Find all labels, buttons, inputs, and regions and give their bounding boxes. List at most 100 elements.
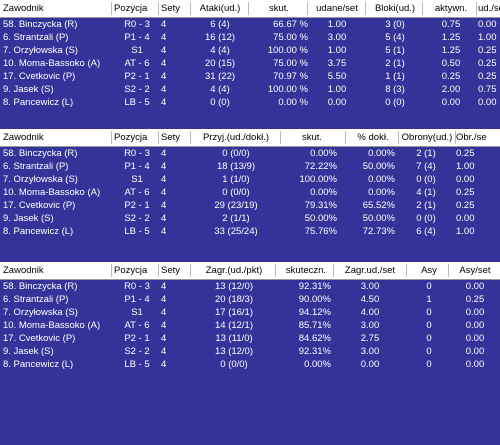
cell-ataki-ud: 0 (0)	[210, 97, 230, 108]
cell-skut: 100.00 %	[267, 45, 308, 56]
cell-zawodnik: 9. Jasek (S)	[3, 346, 54, 357]
column-header-pozycja[interactable]: Pozycja	[114, 265, 148, 276]
cell-asy: 0	[426, 307, 432, 318]
column-divider[interactable]	[190, 2, 191, 15]
cell-sety: 4	[161, 333, 167, 344]
table-row[interactable]: 6. Strantzali (P) P1 - 4 4 20 (18/3) 90.00% 4…	[0, 293, 500, 306]
table-row[interactable]: 6. Strantzali (P) P1 - 4 4 18 (13/9) 72.22% 5…	[0, 160, 500, 173]
table-row[interactable]: 17. Cvetkovic (P) P2 - 1 4 31 (22) 70.97 % 5.…	[0, 70, 500, 83]
cell-skut: 100.00%	[299, 174, 337, 185]
column-header-aktywn[interactable]: aktywn.	[434, 3, 468, 14]
column-header-skuteczn[interactable]: skuteczn.	[285, 265, 327, 276]
cell-zagr-ud-pkt: 13 (12/0)	[214, 281, 254, 292]
table-row[interactable]: 58. Binczycka (R) R0 - 3 4 13 (12/0) 92.31% 3…	[0, 280, 500, 293]
column-divider[interactable]	[158, 2, 159, 15]
cell-pozycja: S1	[131, 307, 143, 318]
cell-asy-set: 0.00	[465, 281, 485, 292]
table-row[interactable]: 8. Pancewicz (L) LB - 5 4 33 (25/24) 75.76% 7…	[0, 225, 500, 238]
cell-skuteczn: 85.71%	[298, 320, 331, 331]
table-row[interactable]: 7. Orzyłowska (S) S1 4 1 (1/0) 100.00% 0.00% 0…	[0, 173, 500, 186]
table-row[interactable]: 8. Pancewicz (L) LB - 5 4 0 (0) 0.00 % 0.00 0 …	[0, 96, 500, 109]
cell-skut: 66.67 %	[273, 19, 308, 30]
cell-pozycja: S1	[131, 45, 143, 56]
cell-pozycja: LB - 5	[124, 359, 150, 370]
cell-pozycja: P2 - 1	[124, 200, 150, 211]
column-divider[interactable]	[455, 131, 456, 144]
cell-pozycja: AT - 6	[124, 187, 150, 198]
column-header-zawodnik[interactable]: Zawodnik	[3, 3, 44, 14]
cell-udane-set: 1.00	[327, 19, 347, 30]
table-row[interactable]: 58. Binczycka (R) R0 - 3 4 6 (4) 66.67 % 1.00…	[0, 18, 500, 31]
column-header-skut[interactable]: skut.	[268, 3, 290, 14]
column-divider[interactable]	[365, 2, 366, 15]
column-divider[interactable]	[307, 2, 308, 15]
serve-table: Zawodnik Pozycja Sety Zagr.(ud./pkt) skutecz…	[0, 262, 500, 371]
column-divider[interactable]	[190, 264, 191, 277]
column-divider[interactable]	[406, 264, 407, 277]
table-row[interactable]: 7. Orzyłowska (S) S1 4 17 (16/1) 94.12% 4.00 0…	[0, 306, 500, 319]
column-divider[interactable]	[111, 264, 112, 277]
column-header-sety[interactable]: Sety	[161, 265, 181, 276]
table-row[interactable]: 9. Jasek (S) S2 - 2 4 13 (12/0) 92.31% 3.00 0 0…	[0, 345, 500, 358]
cell-asy: 0	[426, 320, 432, 331]
table-row[interactable]: 9. Jasek (S) S2 - 2 4 2 (1/1) 50.00% 50.00% 0 …	[0, 212, 500, 225]
column-header-przyj-ud-dok[interactable]: Przyj.(ud./dokł.)	[203, 132, 269, 143]
table-row[interactable]: 7. Orzyłowska (S) S1 4 4 (4) 100.00 % 1.00 5 (…	[0, 44, 500, 57]
table-row[interactable]: 58. Binczycka (R) R0 - 3 4 0 (0/0) 0.00% 0.00…	[0, 147, 500, 160]
cell-zawodnik: 17. Cvetkovic (P)	[3, 200, 76, 211]
column-divider[interactable]	[448, 264, 449, 277]
cell-pozycja: P1 - 4	[124, 161, 150, 172]
cell-ataki-ud: 16 (12)	[204, 32, 236, 43]
table-row[interactable]: 6. Strantzali (P) P1 - 4 4 16 (12) 75.00 % 3.…	[0, 31, 500, 44]
cell-dok: 50.00%	[362, 161, 395, 172]
cell-obr-se: 0.25	[456, 148, 475, 159]
table-row[interactable]: 9. Jasek (S) S2 - 2 4 4 (4) 100.00 % 1.00 8 (3…	[0, 83, 500, 96]
column-header-skut[interactable]: skut.	[301, 132, 323, 143]
column-divider[interactable]	[248, 2, 249, 15]
column-divider[interactable]	[280, 131, 281, 144]
table-row[interactable]: 17. Cvetkovic (P) P2 - 1 4 29 (23/19) 79.31%…	[0, 199, 500, 212]
cell-aktywn: 0.75	[441, 19, 461, 30]
cell-bloki-ud: 2 (1)	[385, 58, 405, 69]
column-header-dok[interactable]: % dokł.	[357, 132, 389, 143]
column-divider[interactable]	[345, 131, 346, 144]
column-header-sety[interactable]: Sety	[161, 3, 181, 14]
column-header-udane-set[interactable]: udane/set	[316, 3, 358, 14]
cell-pozycja: S1	[131, 174, 143, 185]
column-header-obrony-ud[interactable]: Obrony(ud.)	[401, 132, 453, 143]
column-divider[interactable]	[275, 264, 276, 277]
cell-obr-se: 0.00	[456, 174, 475, 185]
column-header-ataki-ud[interactable]: Ataki(ud.)	[199, 3, 241, 14]
column-divider[interactable]	[111, 131, 112, 144]
cell-sety: 4	[161, 32, 167, 43]
column-header-pozycja[interactable]: Pozycja	[114, 3, 148, 14]
table-row[interactable]: 10. Moma-Bassoko (A) AT - 6 4 0 (0/0) 0.00% 0…	[0, 186, 500, 199]
column-header-ud-se[interactable]: ud./se	[478, 3, 500, 14]
column-divider[interactable]	[333, 264, 334, 277]
column-header-zagr-ud-set[interactable]: Zagr.ud./set	[344, 265, 396, 276]
column-header-asy[interactable]: Asy	[421, 265, 437, 276]
table-row[interactable]: 8. Pancewicz (L) LB - 5 4 0 (0/0) 0.00% 0.00 0…	[0, 358, 500, 371]
column-header-asy-set[interactable]: Asy/set	[459, 265, 491, 276]
table-row[interactable]: 17. Cvetkovic (P) P2 - 1 4 13 (11/0) 84.62% 2…	[0, 332, 500, 345]
column-header-zawodnik[interactable]: Zawodnik	[3, 132, 44, 143]
column-divider[interactable]	[398, 131, 399, 144]
column-divider[interactable]	[111, 2, 112, 15]
cell-skut: 50.00%	[304, 213, 337, 224]
column-divider[interactable]	[422, 2, 423, 15]
column-divider[interactable]	[190, 131, 191, 144]
column-divider[interactable]	[158, 131, 159, 144]
column-divider[interactable]	[476, 2, 477, 15]
table-row[interactable]: 10. Moma-Bassoko (A) AT - 6 4 20 (15) 75.00 …	[0, 57, 500, 70]
column-divider[interactable]	[158, 264, 159, 277]
column-header-pozycja[interactable]: Pozycja	[114, 132, 148, 143]
cell-ataki-ud: 20 (15)	[204, 58, 236, 69]
table-row[interactable]: 10. Moma-Bassoko (A) AT - 6 4 14 (12/1) 85.7…	[0, 319, 500, 332]
column-header-sety[interactable]: Sety	[161, 132, 181, 143]
cell-zagr-ud-pkt: 13 (11/0)	[215, 333, 253, 344]
cell-zagr-ud-set: 3.00	[360, 281, 380, 292]
column-header-zawodnik[interactable]: Zawodnik	[3, 265, 44, 276]
column-header-bloki-ud[interactable]: Bloki(ud.)	[374, 3, 416, 14]
column-header-obr-se[interactable]: Obr./se	[456, 132, 487, 143]
column-header-zagr-ud-pkt[interactable]: Zagr.(ud./pkt)	[205, 265, 263, 276]
